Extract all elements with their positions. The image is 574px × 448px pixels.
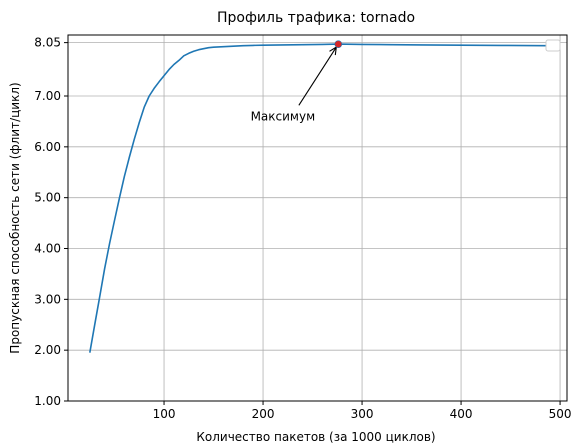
x-tick-label: 400	[450, 407, 473, 421]
y-ticks: 1.00 2.00 3.00 4.00 5.00 6.00 7.00 8.05	[34, 36, 68, 408]
max-point-marker	[334, 40, 343, 48]
series-layer	[89, 43, 547, 353]
annotation-label: Максимум	[251, 109, 316, 123]
series-line	[89, 43, 547, 353]
x-tick-label: 100	[153, 407, 176, 421]
y-tick-label: 8.05	[34, 36, 61, 50]
annotation-arrow	[298, 46, 337, 106]
x-axis-title: Количество пакетов (за 1000 циклов)	[196, 430, 435, 444]
y-tick-label: 4.00	[34, 242, 61, 256]
grid	[68, 35, 567, 402]
y-tick-label: 2.00	[34, 343, 61, 357]
y-axis-title: Пропускная способность сети (флит/цикл)	[8, 82, 22, 353]
y-tick-label: 3.00	[34, 292, 61, 306]
annotation-arrowhead	[329, 46, 337, 56]
y-tick-label: 5.00	[34, 191, 61, 205]
annotation-layer: Максимум	[251, 40, 343, 123]
y-tick-label: 6.00	[34, 140, 61, 154]
y-tick-label: 1.00	[34, 394, 61, 408]
x-ticks: 100 200 300 400 500	[153, 401, 572, 421]
x-tick-label: 500	[549, 407, 572, 421]
chart-title: Профиль трафика: tornado	[217, 10, 415, 26]
legend-box	[545, 39, 561, 52]
plot-frame	[67, 34, 568, 402]
x-tick-label: 200	[252, 407, 275, 421]
y-tick-label: 7.00	[34, 89, 61, 103]
x-tick-label: 300	[351, 407, 374, 421]
